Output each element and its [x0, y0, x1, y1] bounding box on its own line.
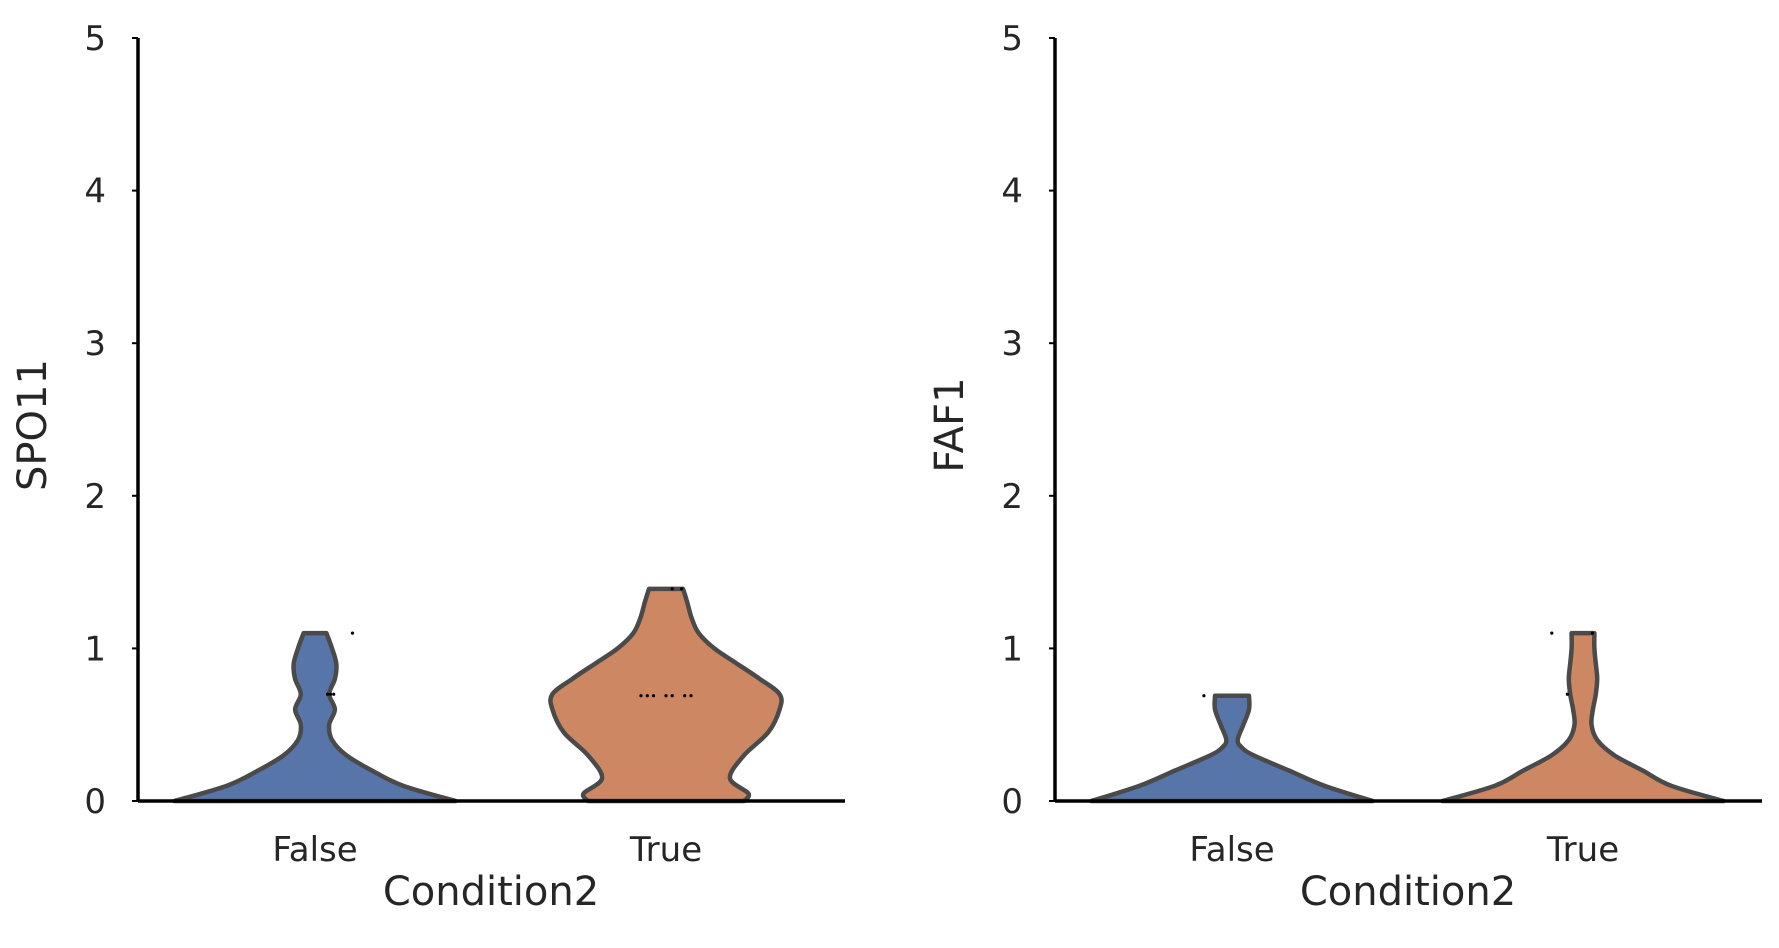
x-tick-label: True	[1546, 830, 1619, 870]
data-point	[1550, 631, 1554, 635]
y-tick-label: 2	[84, 477, 106, 517]
data-point	[325, 692, 330, 696]
data-point	[680, 587, 684, 591]
data-point	[670, 587, 674, 591]
x-tick-label: False	[272, 830, 357, 870]
y-tick-label: 1	[84, 629, 106, 669]
panel-faf1: 0 1 2 3 4 5 False True Condition2 FAF1	[927, 19, 1762, 915]
data-point	[329, 692, 333, 696]
y-tick-label: 5	[84, 19, 106, 59]
data-point	[651, 694, 656, 698]
data-point	[1202, 694, 1206, 698]
violin-true	[1440, 630, 1726, 804]
data-point	[1565, 692, 1569, 696]
data-point	[1590, 631, 1594, 635]
data-point	[645, 694, 649, 698]
y-tick-label: 1	[1001, 629, 1023, 669]
y-tick-label: 3	[1001, 324, 1023, 364]
y-tick-label: 3	[84, 324, 106, 364]
y-tick-label: 0	[84, 782, 106, 822]
violin-false	[172, 630, 458, 804]
x-tick-label: False	[1189, 830, 1274, 870]
y-axis-label: FAF1	[927, 377, 973, 472]
x-axis-label: Condition2	[1300, 869, 1516, 915]
data-point	[683, 694, 687, 698]
y-axis-label: SPO11	[10, 359, 56, 491]
y-tick-label: 0	[1001, 782, 1023, 822]
y-tick-label: 4	[84, 172, 106, 212]
violin-false	[1089, 693, 1375, 804]
y-tick-label: 2	[1001, 477, 1023, 517]
data-point	[350, 631, 355, 635]
data-point	[639, 694, 643, 698]
data-point	[689, 694, 693, 698]
x-tick-label: True	[629, 830, 702, 870]
y-tick-label: 5	[1001, 19, 1023, 59]
data-point	[670, 694, 674, 698]
panel-spo11: 0 1 2 3 4 5 False True Condition2 SPO11	[10, 19, 845, 915]
data-point	[332, 692, 336, 696]
x-axis-label: Condition2	[383, 869, 599, 915]
y-tick-label: 4	[1001, 172, 1023, 212]
data-point	[664, 694, 668, 698]
